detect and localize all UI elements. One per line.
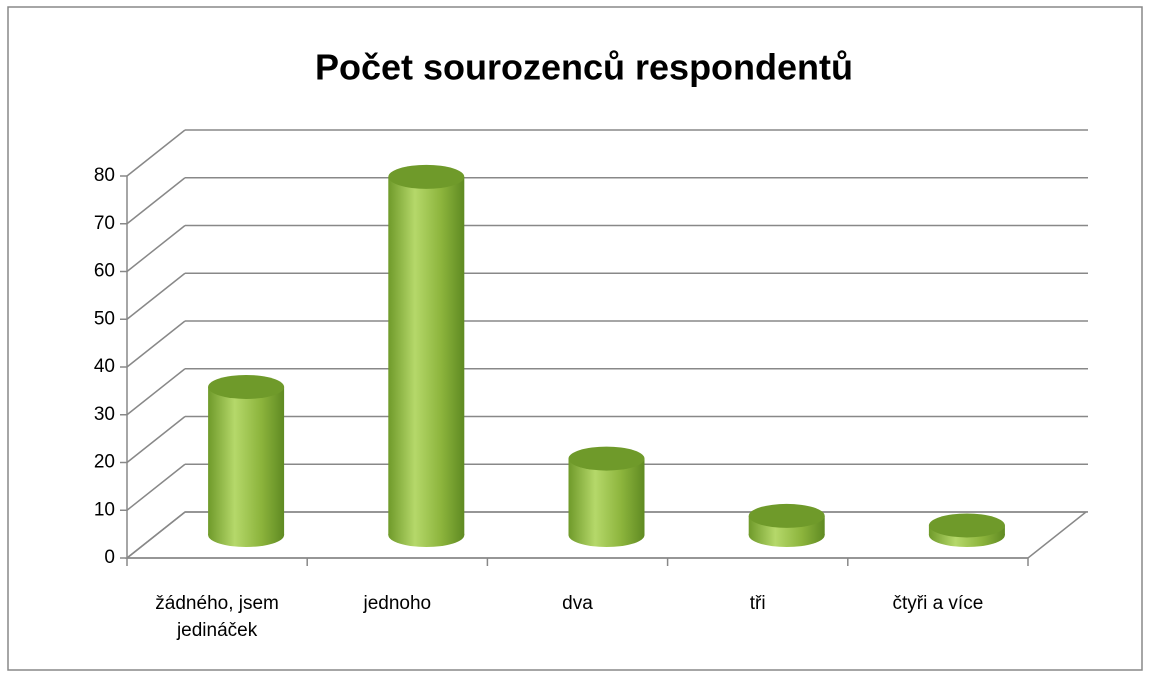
x-tick-label: čtyři a více [892, 593, 984, 614]
bar [208, 374, 285, 547]
x-tick-label: žádného, jsem jedináček [155, 593, 279, 641]
grid-line-side [126, 368, 186, 416]
bar-top [568, 446, 645, 471]
x-tick-label: dva [562, 593, 593, 614]
y-tick-label: 80 [94, 165, 115, 186]
y-tick-label: 0 [104, 547, 115, 568]
grid-line-side [126, 463, 186, 511]
y-tick-label: 30 [94, 404, 115, 425]
bar-top [928, 513, 1005, 538]
grid-line-side [126, 224, 186, 273]
bar-top [748, 503, 825, 528]
bar-body [388, 176, 465, 535]
bar-top [388, 164, 465, 189]
y-tick-label: 20 [94, 452, 115, 473]
y-tick-label: 50 [94, 308, 115, 329]
grid-line-side [126, 177, 186, 225]
grid-line-side [126, 415, 186, 464]
x-tick-label: tři [749, 593, 766, 614]
bar-body [208, 386, 285, 535]
chart-frame [7, 6, 1143, 671]
grid-line-side [126, 129, 186, 177]
bar [388, 164, 465, 547]
grid-line-side [126, 511, 186, 559]
bar [568, 446, 645, 547]
chart-title: Počet sourozenců respondentů [315, 47, 853, 88]
bar-top [208, 374, 285, 399]
bar [748, 503, 825, 547]
y-tick-label: 40 [94, 356, 115, 377]
y-tick-label: 70 [94, 213, 115, 234]
y-tick-label: 10 [94, 499, 115, 520]
y-tick-label: 60 [94, 261, 115, 282]
x-tick-label: jednoho [363, 593, 432, 614]
grid-line-side [126, 272, 186, 320]
bar-body [568, 458, 645, 535]
grid-line-side [126, 320, 186, 368]
bar [928, 513, 1005, 547]
